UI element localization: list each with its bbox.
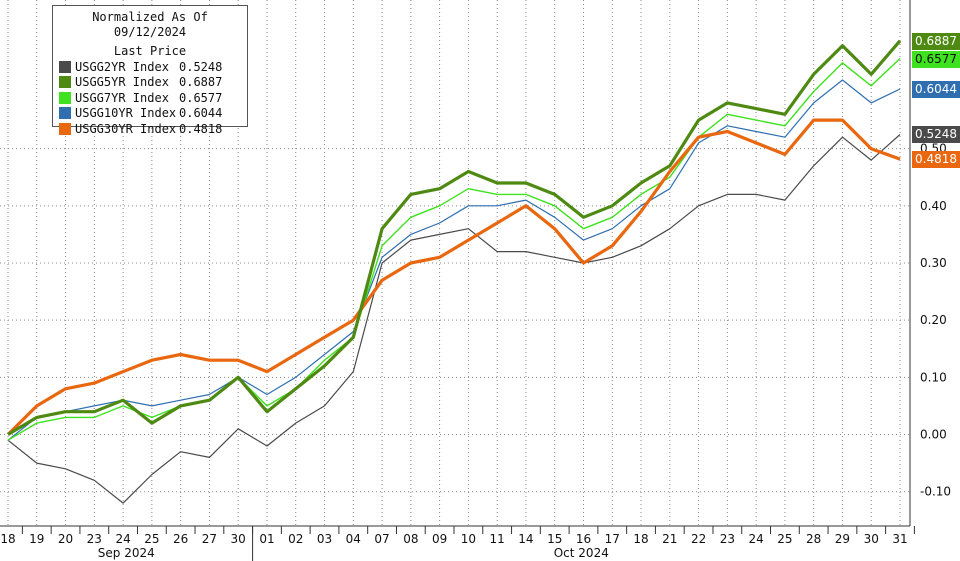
x-tick-label: 17 (605, 532, 620, 546)
x-axis-ticks: 18 19 20 23 24 25 26 27 30 01 02 03 04 07 08 09 10 11 14 15… (0, 532, 907, 546)
legend-series-name: USGG7YR Index (75, 90, 169, 105)
legend-title: Normalized As Of 09/12/2024 (92, 10, 208, 39)
legend-series-last: 0.6044 (179, 106, 223, 121)
legend-series-name: USGG5YR Index (75, 75, 169, 90)
x-tick-label: 26 (173, 532, 188, 546)
x-tick-label: 23 (720, 532, 735, 546)
x-tick-label: 16 (576, 532, 591, 546)
legend-swatch (59, 91, 71, 104)
x-tick-label: 27 (202, 532, 217, 546)
series-line-usgg5yr (7, 39, 902, 436)
month-label: Sep 2024 (98, 546, 155, 560)
x-tick-label: 01 (259, 532, 274, 546)
legend-series-last: 0.6577 (179, 90, 223, 105)
series-line-usgg2yr (7, 134, 901, 504)
series-line-usgg7yr (7, 57, 901, 441)
x-tick-label: 15 (547, 532, 562, 546)
series-lines (6, 39, 902, 504)
legend-swatch (59, 76, 71, 89)
legend: Normalized As Of 09/12/2024 Last Price U… (52, 5, 248, 136)
y-tick-label: 0.10 (920, 370, 947, 384)
axes (0, 0, 915, 561)
end-value-tag-5yr: 0.6887 (912, 32, 960, 50)
x-tick-label: 19 (29, 532, 44, 546)
x-tick-label: 30 (231, 532, 246, 546)
end-value-tag-10yr: 0.6044 (912, 80, 960, 98)
month-labels: Sep 2024 Oct 2024 (98, 546, 609, 560)
x-tick-label: 24 (115, 532, 130, 546)
series-line-usgg30yr (6, 118, 901, 436)
month-label: Oct 2024 (554, 546, 609, 560)
x-tick-label: 28 (806, 532, 821, 546)
y-tick-label: -0.10 (920, 485, 951, 499)
x-tick-label: 03 (317, 532, 332, 546)
x-tick-label: 18 (633, 532, 648, 546)
x-tick-label: 11 (490, 532, 505, 546)
x-tick-label: 23 (87, 532, 102, 546)
x-tick-label: 24 (748, 532, 763, 546)
legend-series-name: USGG2YR Index (75, 59, 169, 74)
x-tick-label: 25 (144, 532, 159, 546)
end-value-tag-2yr: 0.5248 (912, 126, 960, 144)
y-axis-ticks: -0.100.000.100.200.300.400.50 (920, 142, 951, 499)
legend-series-last: 0.5248 (179, 59, 223, 74)
legend-entry-usgg7yr: USGG7YR Index 0.6577 (53, 90, 247, 106)
end-value-tag-7yr: 0.6577 (912, 50, 960, 68)
end-value-tag-30yr: 0.4818 (912, 151, 960, 169)
x-tick-label: 30 (864, 532, 879, 546)
legend-series-last: 0.6887 (179, 75, 223, 90)
x-tick-label: 10 (461, 532, 476, 546)
legend-series-last: 0.4818 (179, 121, 223, 136)
y-tick-label: 0.00 (920, 428, 947, 442)
x-tick-label: 07 (374, 532, 389, 546)
legend-swatch (59, 122, 71, 135)
x-tick-label: 20 (58, 532, 73, 546)
legend-series-name: USGG30YR Index (75, 121, 177, 136)
legend-series-name: USGG10YR Index (75, 106, 177, 121)
x-tick-label: 02 (288, 532, 303, 546)
series-line-usgg10yr (7, 79, 901, 441)
x-tick-label: 18 (0, 532, 15, 546)
x-tick-label: 04 (346, 532, 361, 546)
legend-swatch (59, 107, 71, 120)
legend-subtitle: Last Price (113, 44, 187, 58)
legend-entry-usgg2yr: USGG2YR Index 0.5248 (53, 59, 247, 75)
x-tick-label: 08 (403, 532, 418, 546)
x-tick-label: 09 (432, 532, 447, 546)
x-tick-label: 29 (835, 532, 850, 546)
y-tick-label: 0.20 (920, 313, 947, 327)
legend-swatch (59, 60, 71, 73)
x-tick-label: 31 (892, 532, 907, 546)
x-tick-label: 25 (777, 532, 792, 546)
x-tick-label: 14 (518, 532, 533, 546)
y-tick-label: 0.40 (920, 199, 947, 213)
legend-entry-usgg5yr: USGG5YR Index 0.6887 (53, 75, 247, 91)
legend-entry-usgg10yr: USGG10YR Index 0.6044 (53, 106, 247, 122)
x-tick-label: 22 (691, 532, 706, 546)
x-tick-label: 21 (662, 532, 677, 546)
y-tick-label: 0.30 (920, 256, 947, 270)
legend-entry-usgg30yr: USGG30YR Index 0.4818 (53, 121, 247, 137)
